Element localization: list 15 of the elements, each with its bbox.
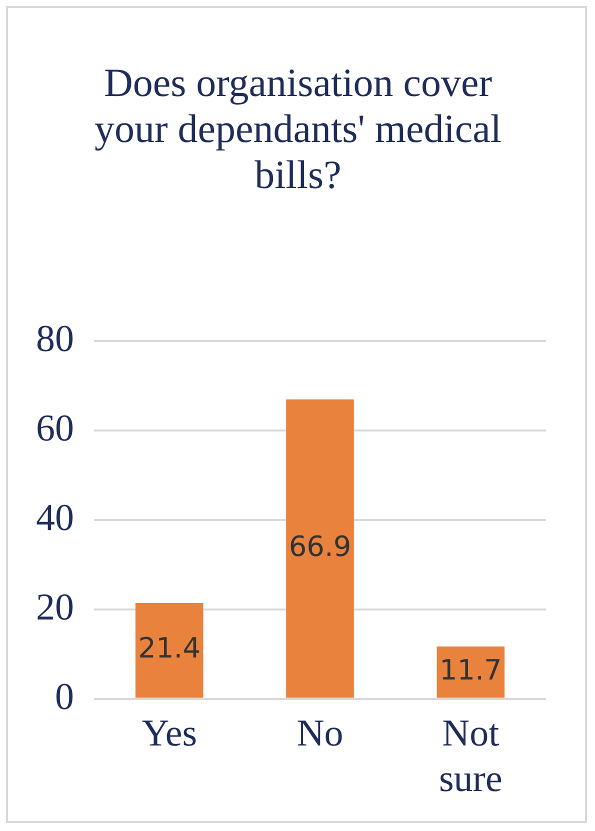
data-label: 21.4 [138,632,201,665]
y-tick-label: 60 [36,407,74,450]
chart-title: Does organisation cover your dependants' medical bills? [93,60,503,198]
bar [286,399,354,698]
y-tick-label: 40 [36,496,74,539]
data-label: 66.9 [288,530,352,563]
y-tick-label: 20 [36,586,74,628]
x-tick-label: Not sure [439,712,502,800]
data-label: 11.7 [439,653,502,686]
x-tick-label: Yes [142,712,197,755]
bar [436,646,505,698]
y-tick-label: 80 [36,318,74,360]
x-tick-label: No [296,712,344,755]
bar [135,603,204,698]
y-tick-label: 0 [55,676,74,718]
